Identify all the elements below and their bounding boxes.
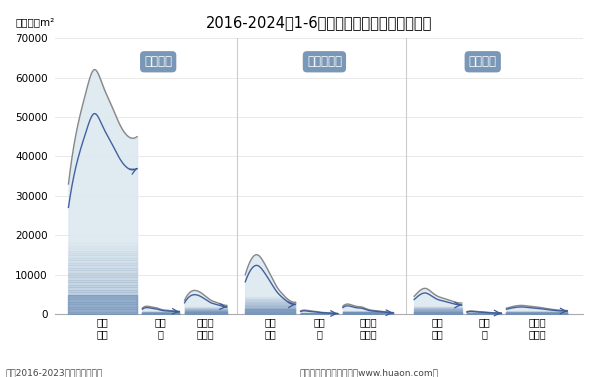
- Text: 办公
楼: 办公 楼: [478, 317, 490, 339]
- Text: 商业营
业用房: 商业营 业用房: [197, 317, 215, 339]
- Title: 2016-2024年1-6月河南省房地产施工面积情况: 2016-2024年1-6月河南省房地产施工面积情况: [206, 15, 432, 30]
- Text: 办公
楼: 办公 楼: [155, 317, 167, 339]
- Text: 施工面积: 施工面积: [144, 55, 172, 68]
- Text: 商品
住宅: 商品 住宅: [97, 317, 109, 339]
- Text: 商业营
业用房: 商业营 业用房: [528, 317, 546, 339]
- Text: 商品
住宅: 商品 住宅: [432, 317, 444, 339]
- Text: 注：2016-2023年为全年度数据: 注：2016-2023年为全年度数据: [6, 368, 103, 377]
- Text: 商品
住宅: 商品 住宅: [265, 317, 276, 339]
- Text: 商业营
业用房: 商业营 业用房: [359, 317, 377, 339]
- Text: 新开工面积: 新开工面积: [307, 55, 342, 68]
- Text: 办公
楼: 办公 楼: [313, 317, 325, 339]
- Text: 单位：万m²: 单位：万m²: [16, 17, 55, 27]
- Text: 制图：华经产业研究院（www.huaon.com）: 制图：华经产业研究院（www.huaon.com）: [299, 368, 438, 377]
- Text: 竣工面积: 竣工面积: [469, 55, 497, 68]
